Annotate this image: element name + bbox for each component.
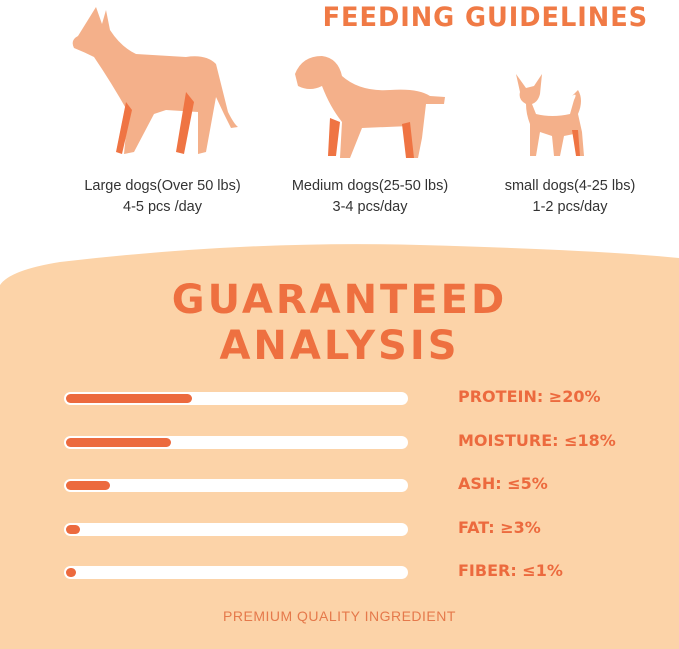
nutrient-label: PROTEIN: ≥20% bbox=[458, 387, 601, 406]
nutrient-bar-fill bbox=[66, 568, 77, 577]
nutrient-bar-fill bbox=[66, 394, 192, 403]
nutrient-bar-track bbox=[64, 566, 408, 579]
medium-dog-icon bbox=[295, 56, 445, 158]
nutrient-label: FIBER: ≤1% bbox=[458, 561, 563, 580]
large-dog-caption: Large dogs(Over 50 lbs) 4-5 pcs /day bbox=[60, 176, 265, 218]
small-dog-icon bbox=[516, 74, 584, 156]
medium-dog-size: Medium dogs(25-50 lbs) bbox=[291, 178, 449, 194]
small-dog-amount: 1-2 pcs/day bbox=[532, 199, 608, 215]
footer-text: PREMIUM QUALITY INGREDIENT bbox=[223, 608, 456, 624]
nutrient-bar-track bbox=[64, 522, 408, 536]
nutrient-label: ASH: ≤5% bbox=[458, 474, 548, 493]
analysis-title-line1: GUARANTEED bbox=[171, 277, 508, 323]
large-dog-size: Large dogs(Over 50 lbs) bbox=[84, 178, 241, 194]
small-dog-size: small dogs(4-25 lbs) bbox=[504, 178, 636, 194]
nutrient-bar-track bbox=[64, 392, 408, 405]
analysis-title-line2: ANALYSIS bbox=[219, 323, 460, 369]
large-dog-icon bbox=[72, 7, 239, 154]
nutrient-bar-track bbox=[64, 479, 408, 492]
nutrient-bar-fill bbox=[66, 524, 80, 534]
nutrient-bar-fill bbox=[66, 481, 111, 490]
nutrient-bar-fill bbox=[66, 437, 172, 447]
nutrient-bar-track bbox=[64, 435, 408, 449]
medium-dog-caption: Medium dogs(25-50 lbs) 3-4 pcs/day bbox=[270, 176, 470, 218]
small-dog-caption: small dogs(4-25 lbs) 1-2 pcs/day bbox=[475, 176, 665, 218]
large-dog-amount: 4-5 pcs /day bbox=[123, 199, 202, 215]
feeding-title: FEEDING GUIDELINES bbox=[322, 2, 649, 33]
nutrient-label: FAT: ≥3% bbox=[458, 517, 541, 537]
nutrient-label: MOISTURE: ≤18% bbox=[458, 430, 616, 450]
medium-dog-amount: 3-4 pcs/day bbox=[332, 199, 408, 215]
